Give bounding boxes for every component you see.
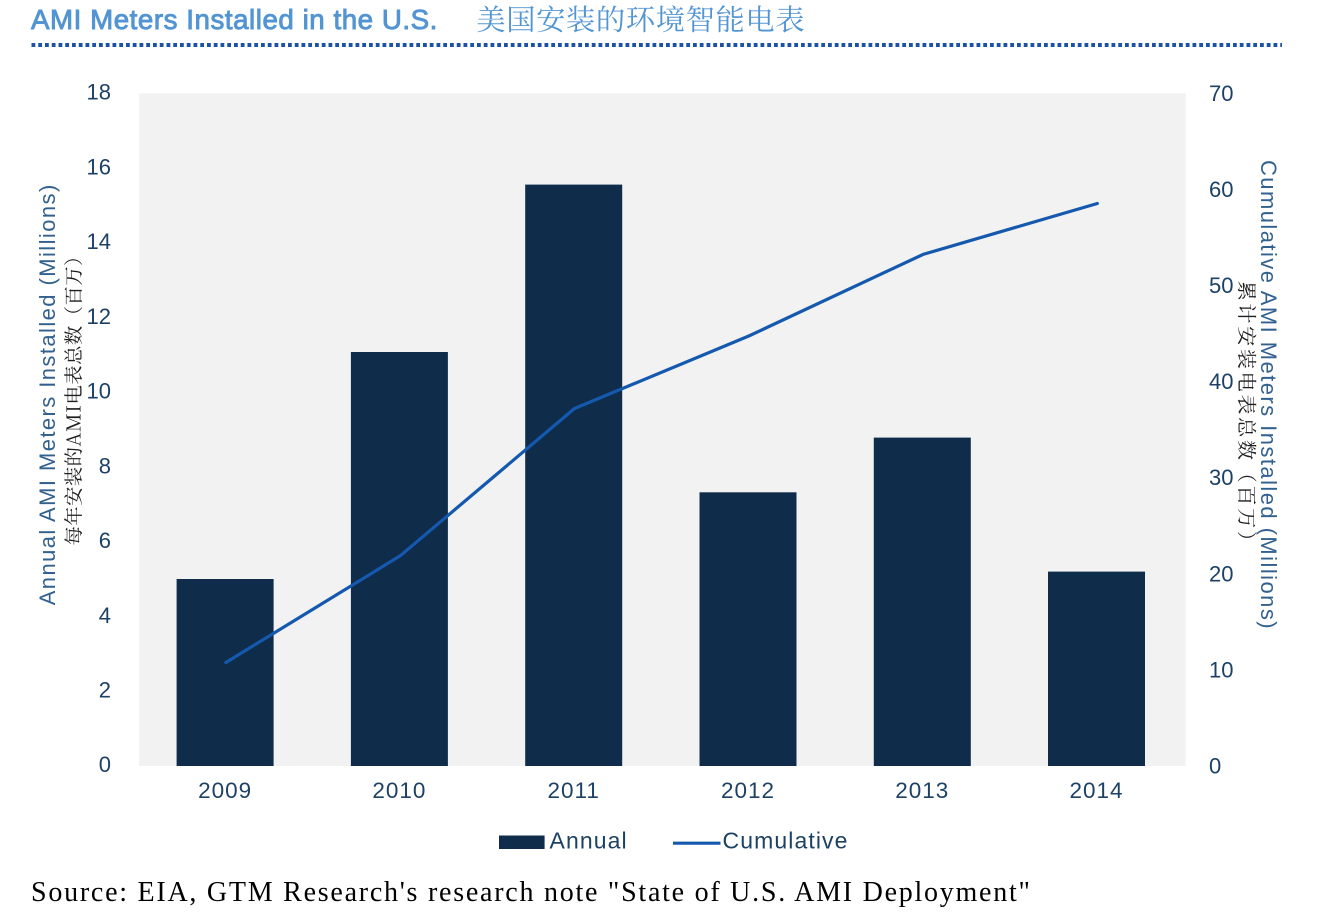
svg-text:AMI Meters Installed in the U.: AMI Meters Installed in the U.S. bbox=[31, 4, 438, 35]
svg-text:2013: 2013 bbox=[895, 778, 949, 803]
svg-text:8: 8 bbox=[99, 453, 111, 478]
svg-text:0: 0 bbox=[1209, 753, 1221, 778]
svg-text:50: 50 bbox=[1209, 273, 1233, 298]
svg-text:Annual: Annual bbox=[550, 828, 628, 854]
svg-text:70: 70 bbox=[1209, 81, 1233, 106]
svg-text:Annual AMI Meters Installed (: Annual AMI Meters Installed (Millions) bbox=[35, 183, 60, 605]
svg-text:20: 20 bbox=[1209, 561, 1233, 586]
svg-text:12: 12 bbox=[87, 304, 111, 329]
svg-text:16: 16 bbox=[87, 154, 111, 179]
svg-text:18: 18 bbox=[87, 80, 111, 105]
svg-text:Cumulative AMI Meters Install: Cumulative AMI Meters Installed (Million… bbox=[1256, 160, 1281, 630]
svg-text:14: 14 bbox=[87, 229, 111, 254]
svg-text:2014: 2014 bbox=[1069, 778, 1123, 803]
svg-text:30: 30 bbox=[1209, 465, 1233, 490]
svg-text:60: 60 bbox=[1209, 177, 1233, 202]
svg-text:10: 10 bbox=[1209, 657, 1233, 682]
svg-text:2011: 2011 bbox=[548, 778, 600, 803]
svg-text:2009: 2009 bbox=[198, 778, 252, 803]
svg-text:4: 4 bbox=[99, 603, 111, 628]
svg-text:Source: EIA, GTM Research's re: Source: EIA, GTM Research's research not… bbox=[31, 877, 1032, 908]
svg-text:6: 6 bbox=[99, 528, 111, 553]
svg-text:10: 10 bbox=[87, 379, 111, 404]
svg-text:Cumulative: Cumulative bbox=[723, 828, 849, 854]
svg-text:2: 2 bbox=[99, 678, 111, 703]
svg-text:2010: 2010 bbox=[372, 778, 426, 803]
svg-text:0: 0 bbox=[99, 752, 111, 777]
svg-text:2012: 2012 bbox=[721, 778, 775, 803]
svg-text:40: 40 bbox=[1209, 369, 1233, 394]
